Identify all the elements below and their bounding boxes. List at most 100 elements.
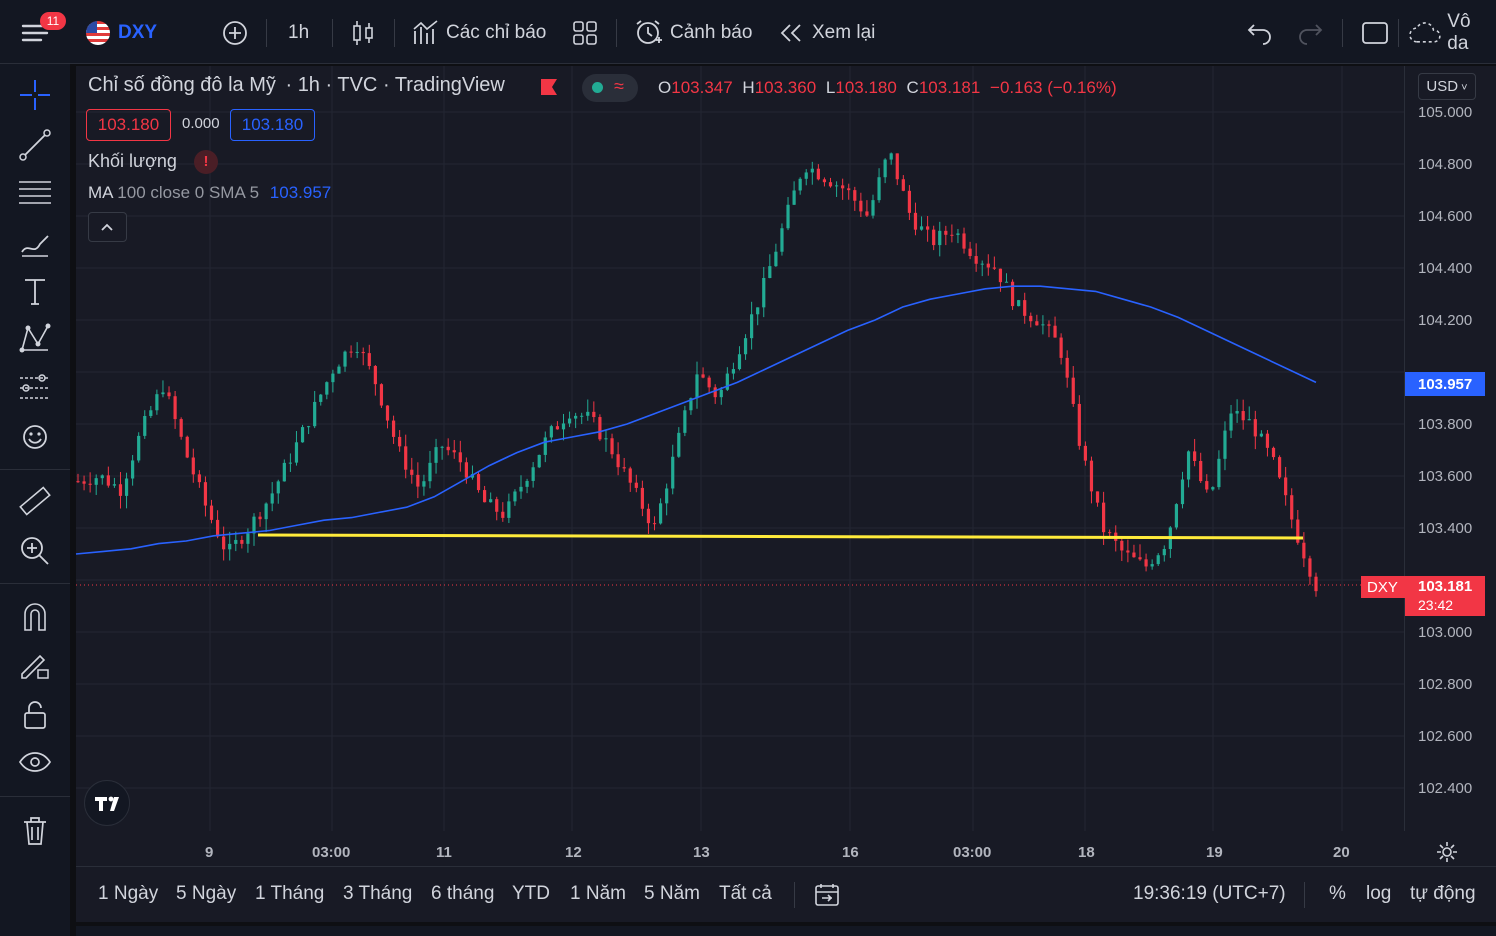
candle-body [901,179,905,191]
x-tick: 03:00 [953,844,992,861]
support-horizontal-line[interactable] [257,533,1304,540]
fib-levels-icon[interactable] [18,176,52,210]
market-status-pill[interactable]: ≈ [582,74,638,102]
open-value: 103.347 [671,78,733,97]
range-1m-button[interactable]: 1 Tháng [255,883,325,904]
range-1y-button[interactable]: 1 Năm [570,883,626,904]
candle-body [215,519,220,537]
candle-body [1229,413,1233,431]
indicators-button[interactable]: Các chỉ báo [412,14,546,52]
menu-icon[interactable] [20,14,50,52]
range-5d-button[interactable]: 5 Ngày [176,883,237,904]
save-layout-button[interactable]: Vô da [1408,11,1496,54]
candle-body [228,543,232,550]
range-6m-button[interactable]: 6 tháng [431,883,495,904]
magnet-icon[interactable] [18,600,52,634]
flag-marker-icon[interactable] [540,78,558,96]
y-tick: 103.000 [1418,624,1473,641]
redo-icon[interactable] [1296,14,1324,52]
interval-button[interactable]: 1h [288,22,310,43]
chart-pane[interactable] [76,66,1496,916]
trend-line-icon[interactable] [18,128,52,162]
layout-grid-icon[interactable] [572,14,598,52]
symbol-search-button[interactable]: DXY [86,14,157,52]
candle-body [786,204,790,229]
date-range-calendar-icon[interactable] [814,882,840,913]
clock-timezone-button[interactable]: 19:36:19 (UTC+7) [1133,883,1286,904]
lock-drawings-pencil-icon[interactable] [18,648,52,682]
fullscreen-icon[interactable] [1360,14,1390,52]
candle-body [992,267,996,269]
unlock-icon[interactable] [18,698,52,732]
last-price-label: 103.181 [1418,578,1473,595]
candle-body [185,436,189,458]
candle-body [950,234,954,236]
ma-indicator-legend[interactable]: MA 100 close 0 SMA 5 103.957 [88,183,331,203]
undo-icon[interactable] [1246,14,1274,52]
candle-body [1089,460,1094,492]
trash-icon[interactable] [18,814,52,848]
emoji-icon[interactable] [18,420,52,454]
candle-body [756,307,760,315]
eye-icon[interactable] [18,746,52,780]
alerts-button[interactable]: Cảnh báo [634,14,752,52]
chart-settings-gear-icon[interactable] [1435,840,1459,869]
candle-body [841,185,845,189]
candle-body [1259,433,1263,437]
replay-label: Xem lại [812,22,876,43]
volume-indicator-label[interactable]: Khối lượng [88,151,177,171]
candle-body [1217,458,1221,488]
price-axis[interactable] [1404,66,1496,831]
notification-badge: 11 [40,12,66,30]
candle-body [131,460,135,479]
candle-body [258,516,262,520]
legend-title[interactable]: Chỉ số đồng đô la Mỹ [88,74,276,96]
log-scale-toggle[interactable]: log [1366,883,1392,904]
collapse-legend-button[interactable] [88,212,127,242]
candle-body [592,411,596,418]
symbol-label: DXY [118,22,158,43]
auto-scale-toggle[interactable]: tự động [1410,883,1476,904]
currency-dropdown[interactable]: USD ˅ [1418,73,1476,100]
candle-body [859,200,863,212]
tradingview-logo[interactable] [84,780,130,826]
pattern-icon[interactable] [18,322,52,356]
candle-body [355,351,359,353]
candle-body [610,438,614,455]
brush-icon[interactable] [18,226,52,260]
buy-price-button[interactable]: 103.180 [230,109,315,141]
candle-body [203,482,208,506]
range-1d-button[interactable]: 1 Ngày [98,883,159,904]
ruler-icon[interactable] [18,484,52,518]
percent-scale-toggle[interactable]: % [1329,883,1346,904]
crosshair-icon[interactable] [18,78,52,112]
candle-body [792,190,796,205]
sell-price-button[interactable]: 103.180 [86,109,171,141]
close-label: C [906,78,919,97]
range-ytd-button[interactable]: YTD [512,883,550,904]
y-tick: 102.400 [1418,780,1473,797]
candle-body [561,423,566,430]
replay-button[interactable]: Xem lại [778,14,875,52]
candle-body [665,488,669,504]
candle-body [1150,564,1154,567]
candle-body [1004,281,1009,283]
text-tool-icon[interactable] [18,274,52,308]
range-all-button[interactable]: Tất cả [719,883,772,904]
zoom-in-icon[interactable] [18,534,52,568]
ma-price-tag [1405,372,1485,396]
warning-icon[interactable]: ! [194,150,218,174]
range-3m-button[interactable]: 3 Tháng [343,883,413,904]
candle-body [191,457,195,475]
alarm-clock-icon [636,20,662,44]
candle-body [276,481,280,494]
candle-body [701,374,705,378]
forecast-icon[interactable] [18,370,52,404]
candles-style-icon[interactable] [350,14,376,52]
y-tick: 104.600 [1418,208,1473,225]
candle-body [1247,419,1251,421]
candle-body [816,168,820,180]
candle-body [707,377,711,388]
compare-add-icon[interactable] [220,14,250,52]
range-5y-button[interactable]: 5 Năm [644,883,700,904]
